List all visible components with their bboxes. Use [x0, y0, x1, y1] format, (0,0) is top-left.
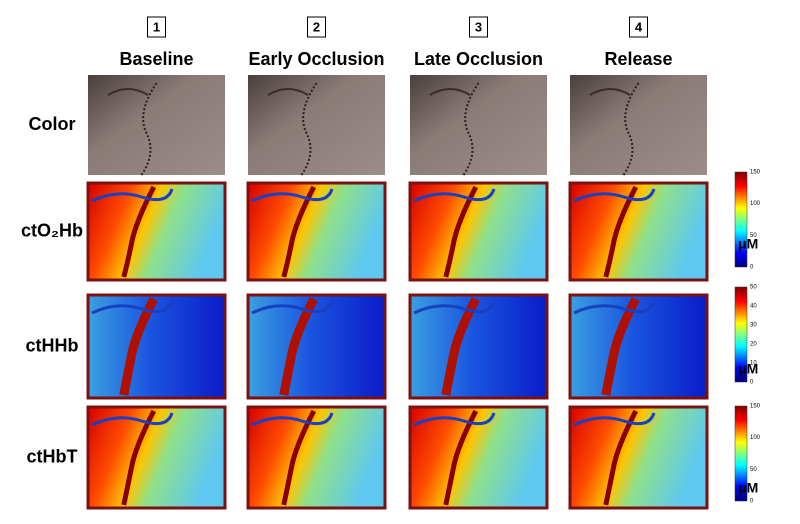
vessel	[91, 300, 174, 315]
vessel	[573, 412, 656, 427]
colorbar-tick: 50	[750, 285, 757, 291]
number-box	[629, 16, 648, 38]
column-title: Late Occlusion	[414, 49, 543, 69]
heatmap	[246, 405, 387, 510]
vessel	[121, 409, 156, 506]
number-box	[307, 16, 326, 38]
colorbar-tick: 50	[750, 467, 757, 473]
image-panel	[86, 405, 227, 510]
image-panel	[408, 293, 549, 400]
fold	[267, 88, 309, 96]
vessel	[281, 409, 316, 506]
image-panel	[570, 75, 707, 176]
column-number: 1	[153, 19, 160, 34]
image-panel	[88, 75, 225, 176]
column-number: 3	[475, 19, 482, 34]
image-panel	[568, 405, 709, 510]
photo	[248, 75, 385, 175]
colorbar-tick: 100	[750, 201, 761, 207]
image-panel	[248, 75, 385, 176]
fold	[107, 88, 149, 96]
vessel	[251, 188, 334, 203]
column-title: Baseline	[119, 49, 193, 69]
heatmap	[568, 405, 709, 510]
photo	[570, 75, 707, 175]
image-panel	[246, 293, 387, 400]
fold	[429, 88, 471, 96]
vessel	[251, 412, 334, 427]
vessel	[441, 296, 480, 396]
column-title: Early Occlusion	[248, 49, 384, 69]
heatmap	[246, 181, 387, 282]
column-number: 2	[313, 19, 320, 34]
colorbar-tick: 100	[750, 435, 761, 441]
colorbar-tick: 0	[750, 265, 754, 271]
vessel	[281, 185, 316, 278]
heatmap	[408, 405, 549, 510]
colorbar-tick: 50	[750, 233, 757, 239]
photo	[410, 75, 547, 175]
colorbar-tick: 30	[750, 323, 757, 329]
fold	[589, 88, 631, 96]
vessel	[121, 185, 156, 278]
incision	[622, 82, 640, 176]
vessel	[413, 188, 496, 203]
incision	[462, 82, 480, 176]
column-number: 4	[635, 19, 643, 34]
image-panel	[568, 293, 709, 400]
vessel	[443, 409, 478, 506]
image-panel	[568, 181, 709, 282]
vessel	[279, 296, 318, 396]
colorbar-unit: μM	[738, 361, 758, 377]
colorbar	[734, 171, 748, 268]
heatmap	[568, 181, 709, 282]
colorbar-unit: μM	[738, 480, 758, 496]
vessel	[573, 188, 656, 203]
colorbar-tick: 150	[750, 404, 761, 410]
incision	[300, 82, 318, 176]
vessel	[413, 300, 496, 315]
colorbar-tick: 20	[750, 342, 757, 348]
image-panel	[86, 293, 227, 400]
image-panel	[410, 75, 547, 176]
number-box	[469, 16, 488, 38]
image-panel	[408, 181, 549, 282]
row-label: ctHbT	[27, 446, 78, 466]
image-panel	[246, 181, 387, 282]
vessel	[119, 296, 158, 396]
photo	[88, 75, 225, 175]
colorbar	[734, 286, 748, 383]
colorbar-tick: 40	[750, 304, 757, 310]
colorbar-tick: 0	[750, 499, 754, 505]
vessel	[91, 188, 174, 203]
image-panel	[246, 405, 387, 510]
incision	[140, 82, 158, 176]
vessel	[573, 300, 656, 315]
row-label: ctHHb	[26, 335, 79, 355]
colorbar-tick: 0	[750, 380, 754, 386]
number-box	[147, 16, 166, 38]
heatmap	[86, 181, 227, 282]
vessel	[91, 412, 174, 427]
vessel	[603, 185, 638, 278]
vessel	[443, 185, 478, 278]
row-label: Color	[29, 114, 76, 134]
vessel	[251, 300, 334, 315]
vessel	[601, 296, 640, 396]
heatmap	[86, 405, 227, 510]
heatmap	[408, 181, 549, 282]
image-panel	[408, 405, 549, 510]
colorbar-tick: 150	[750, 170, 761, 176]
colorbar	[734, 405, 748, 502]
vessel	[413, 412, 496, 427]
colorbar-tick: 10	[750, 361, 757, 367]
vessel	[603, 409, 638, 506]
image-panel	[86, 181, 227, 282]
row-label: ctO₂Hb	[21, 220, 83, 240]
colorbar-unit: μM	[738, 236, 758, 252]
column-title: Release	[604, 49, 672, 69]
